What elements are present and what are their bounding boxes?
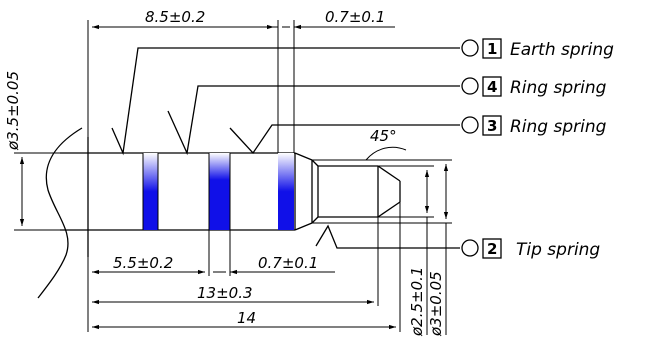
callout-ring-spring-4: 4 Ring spring <box>461 76 607 98</box>
springs <box>111 47 460 249</box>
callout-text-earth-spring: Earth spring <box>510 40 614 60</box>
dim-top-length: 8.5±0.2 <box>145 8 205 26</box>
callout-text-ring-spring-4: Ring spring <box>510 78 607 98</box>
callout-number-3: 3 <box>487 117 497 135</box>
callout-earth-spring: 1 Earth spring <box>461 38 614 60</box>
callout-text-ring-spring-3: Ring spring <box>510 117 607 137</box>
dim-tip-outer: ø3±0.05 <box>427 271 445 337</box>
plug-tip <box>311 159 452 224</box>
dim-mid-length: 13±0.3 <box>197 284 253 302</box>
dim-angle: 45° <box>370 127 397 145</box>
plug-body <box>37 127 313 299</box>
left-diameter-dimension: ø3.5±0.05 <box>4 71 88 231</box>
insulator-band-3 <box>278 153 294 230</box>
insulator-band-2 <box>209 153 230 230</box>
dim-total-length: 14 <box>237 309 256 327</box>
dim-bottom-small: 0.7±0.1 <box>258 254 318 272</box>
dim-diameter-main: ø3.5±0.05 <box>4 71 22 151</box>
insulator-band-1 <box>143 153 158 230</box>
callout-text-tip-spring: Tip spring <box>516 240 600 260</box>
ring-spring-3-mark <box>229 124 460 155</box>
earth-spring-mark <box>111 47 460 156</box>
tip-diameter-dimensions: ø2.5±0.1 ø3±0.05 <box>378 164 449 337</box>
callout-tip-spring: 2 Tip spring <box>461 238 600 260</box>
tip-spring-mark <box>315 224 460 249</box>
callout-ring-spring-3: 3 Ring spring <box>461 115 607 137</box>
bottom-dimensions: 5.5±0.2 0.7±0.1 13±0.3 14 <box>87 202 401 332</box>
callout-number-2: 2 <box>487 240 497 258</box>
ring-spring-4-mark <box>167 85 460 156</box>
callout-number-4: 4 <box>487 78 497 96</box>
angle-dimension: 45° <box>365 127 407 161</box>
dim-bottom-left: 5.5±0.2 <box>113 254 173 272</box>
dim-tip-inner: ø2.5±0.1 <box>408 267 426 337</box>
insulator-bands <box>142 153 294 230</box>
top-dimensions: 8.5±0.2 0.7±0.1 <box>87 8 395 153</box>
callout-number-1: 1 <box>487 40 497 58</box>
dim-top-small: 0.7±0.1 <box>325 8 385 26</box>
